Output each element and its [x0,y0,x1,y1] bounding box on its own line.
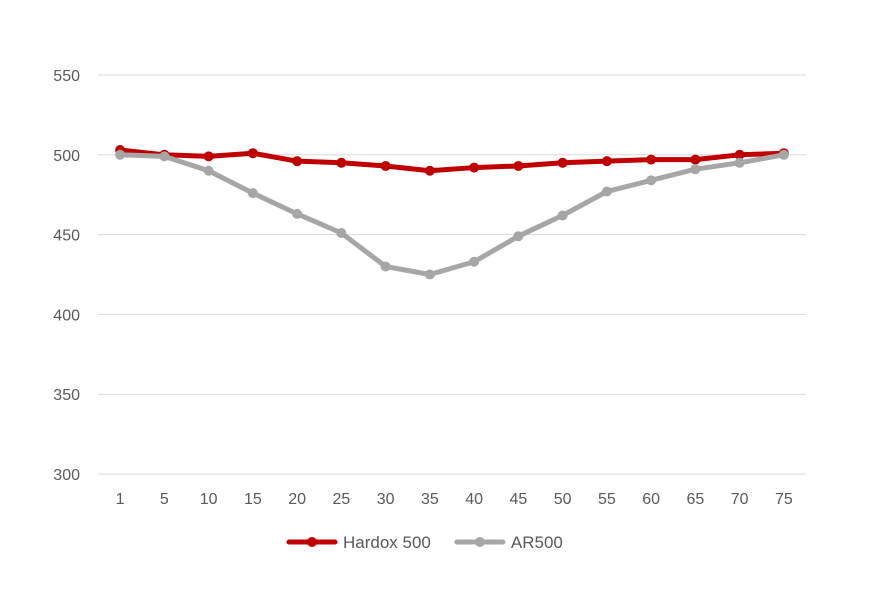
data-point-ar500 [336,228,347,239]
data-point-ar500 [690,164,701,175]
data-point-hardox-500 [646,154,657,165]
x-tick-label: 70 [731,491,749,508]
legend-item-hardox-500: Hardox 500 [286,533,431,552]
y-tick-label: 400 [53,307,80,324]
series-ar500 [115,149,789,280]
x-tick-label: 65 [686,491,704,508]
x-tick-label: 30 [377,491,395,508]
x-tick-label: 15 [244,491,262,508]
series-hardox-500 [115,145,789,176]
legend: Hardox 500 AR500 [286,533,563,552]
x-tick-label: 35 [421,491,439,508]
x-tick-label: 55 [598,491,616,508]
x-axis-ticks: 1 5 10 15 20 25 30 35 40 45 50 55 60 65 70 75 [116,491,793,508]
data-point-hardox-500 [203,151,214,162]
x-tick-label: 25 [332,491,350,508]
legend-label-ar500: AR500 [511,533,563,552]
x-tick-label: 75 [775,491,793,508]
data-point-ar500 [646,175,657,186]
gridlines [98,74,806,475]
x-tick-label: 50 [554,491,572,508]
y-tick-label: 450 [53,228,80,245]
y-tick-label: 300 [53,467,80,484]
y-tick-label: 350 [53,387,80,404]
data-point-ar500 [557,210,568,221]
data-point-ar500 [380,261,391,272]
data-point-hardox-500 [557,157,568,168]
data-point-ar500 [203,165,214,176]
x-tick-label: 20 [288,491,306,508]
data-point-hardox-500 [690,154,701,165]
data-point-ar500 [115,149,126,160]
legend-label-hardox-500: Hardox 500 [343,533,431,552]
data-point-hardox-500 [734,149,745,160]
data-point-ar500 [734,157,745,168]
data-point-ar500 [159,151,170,162]
data-point-hardox-500 [336,157,347,168]
y-tick-label: 500 [53,148,80,165]
series-line-hardox-500 [117,147,787,174]
y-axis-ticks: 300 350 400 450 500 550 [53,68,80,484]
legend-marker-ar500 [474,537,485,547]
x-tick-label: 10 [200,491,218,508]
data-point-ar500 [292,208,303,219]
x-tick-label: 40 [465,491,483,508]
data-point-ar500 [469,256,480,267]
data-point-hardox-500 [380,160,391,171]
data-point-hardox-500 [601,156,612,167]
data-point-ar500 [247,188,258,199]
data-point-hardox-500 [469,162,480,173]
legend-marker-hardox-500 [307,537,317,547]
x-tick-label: 60 [642,491,660,508]
data-point-ar500 [513,231,524,242]
data-point-hardox-500 [247,148,258,159]
x-tick-label: 1 [116,491,125,508]
data-point-hardox-500 [513,160,524,171]
series-lines [115,145,789,280]
data-point-hardox-500 [292,156,303,167]
x-tick-label: 5 [160,491,169,508]
data-point-hardox-500 [424,165,435,176]
x-tick-label: 45 [509,491,527,508]
series-line-ar500 [117,152,787,277]
data-point-ar500 [601,186,612,197]
data-point-ar500 [778,149,789,160]
y-tick-label: 550 [53,68,80,85]
data-point-ar500 [424,269,435,280]
legend-item-ar500: AR500 [454,533,563,552]
